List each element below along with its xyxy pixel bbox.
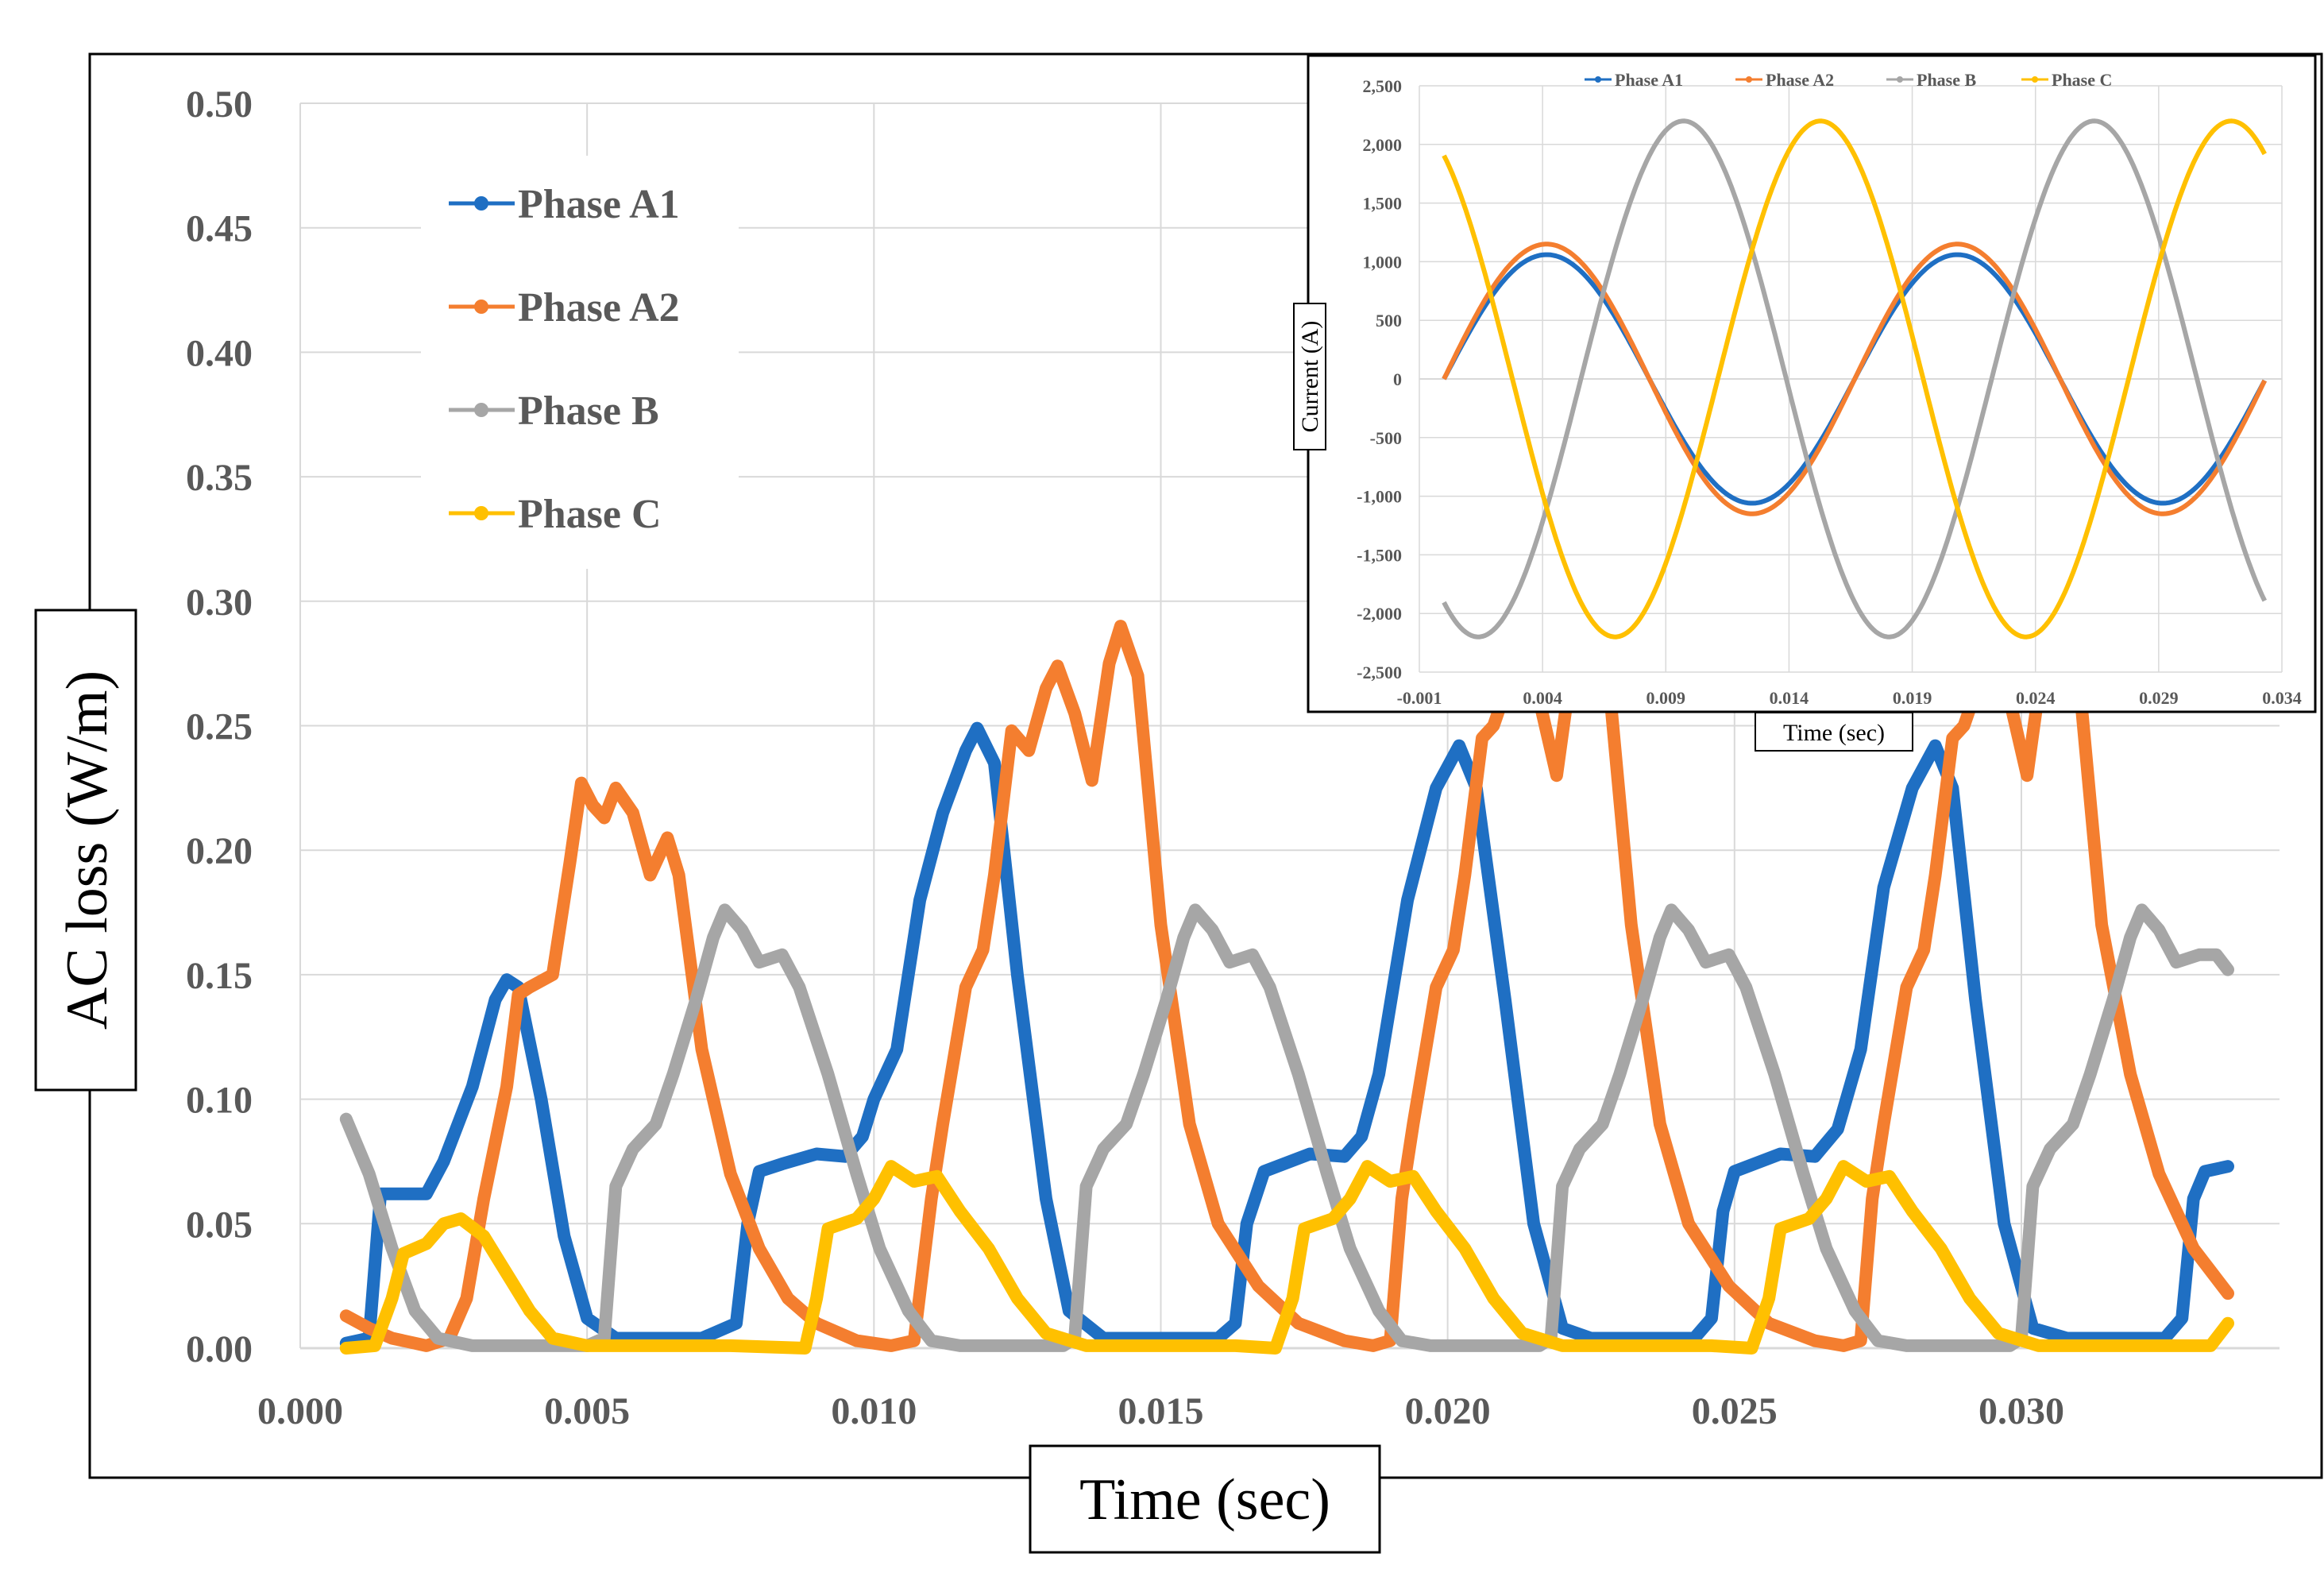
main-legend-label-phase-c: Phase C [518, 492, 662, 537]
inset-y-tick-label: 0 [1393, 369, 1402, 389]
inset-gridlines [1419, 85, 2283, 673]
main-y-tick-labels: 0.00 0.05 0.10 0.15 0.20 0.25 0.30 0.35 0.40 0.45… [186, 83, 253, 1370]
main-y-tick-label: 0.00 [186, 1328, 253, 1370]
main-x-tick-label: 0.025 [1692, 1390, 1778, 1432]
inset-y-tick-label: -2,500 [1357, 663, 1402, 682]
inset-y-tick-label: -500 [1370, 428, 1402, 448]
inset-series-line-phase-a2 [1442, 242, 2267, 516]
main-x-tick-label: 0.015 [1118, 1390, 1203, 1432]
inset-legend: Phase A1 Phase A2 Phase B Phase C [1585, 70, 2112, 90]
inset-chart-frame [1307, 54, 2317, 713]
main-x-tick-label: 0.030 [1978, 1390, 2064, 1432]
main-x-tick-label: 0.020 [1405, 1390, 1491, 1432]
main-y-tick-label: 0.05 [186, 1204, 253, 1246]
inset-legend-marker-phase-b [1897, 76, 1903, 83]
inset-y-tick-label: 1,000 [1363, 252, 1403, 272]
main-x-tick-labels: 0.000 0.005 0.010 0.015 0.020 0.025 0.030 [257, 1390, 2064, 1432]
inset-y-axis-title-frame [1293, 303, 1326, 450]
main-legend-marker-phase-a2 [474, 300, 488, 314]
main-legend-label-phase-a2: Phase A2 [518, 285, 680, 330]
main-y-axis-title-box: AC loss (W/m) [34, 609, 137, 1092]
inset-x-axis-title-frame [1755, 712, 1913, 752]
main-x-axis-title: Time (sec) [1079, 1467, 1330, 1532]
main-series-line-phase-a1 [339, 721, 2234, 1350]
inset-x-tick-label: 0.029 [2139, 688, 2179, 708]
main-series-line-phase-a2 [339, 620, 2234, 1352]
inset-x-axis-title: Time (sec) [1783, 720, 1885, 746]
inset-y-tick-label: 1,500 [1363, 194, 1403, 214]
main-legend-label-phase-a1: Phase A1 [518, 182, 680, 227]
inset-x-tick-label: 0.009 [1646, 688, 1686, 708]
inset-legend-label-phase-c: Phase C [2052, 70, 2112, 90]
inset-y-tick-label: -2,000 [1357, 604, 1402, 624]
inset-legend-label-phase-a2: Phase A2 [1766, 70, 1834, 90]
main-legend-marker-phase-a1 [474, 196, 488, 211]
inset-legend-marker-phase-a2 [1746, 76, 1752, 83]
main-x-tick-label: 0.010 [831, 1390, 917, 1432]
inset-y-axis-title: Current (A) [1297, 321, 1323, 433]
inset-y-tick-label: -1,000 [1357, 487, 1402, 507]
main-legend-marker-phase-b [474, 403, 488, 417]
main-x-tick-label: 0.000 [257, 1390, 343, 1432]
main-y-tick-label: 0.20 [186, 830, 253, 872]
inset-y-tick-label: 2,500 [1363, 76, 1403, 96]
inset-chart: 2,500 2,000 1,500 1,000 500 0 -500 -1,000 -1,500… [1293, 54, 2317, 752]
inset-y-tick-label: 2,000 [1363, 135, 1403, 155]
inset-y-tick-labels: 2,500 2,000 1,500 1,000 500 0 -500 -1,000 -1,500… [1357, 76, 1402, 682]
inset-series-line-phase-b [1442, 118, 2267, 640]
main-legend-background [421, 156, 739, 569]
main-y-tick-label: 0.30 [186, 582, 253, 624]
inset-y-tick-label: 500 [1376, 311, 1402, 330]
main-y-tick-label: 0.40 [186, 332, 253, 374]
inset-series-line-phase-c [1442, 118, 2267, 640]
inset-series-group [1442, 118, 2267, 640]
inset-legend-marker-phase-c [2032, 76, 2038, 83]
inset-x-tick-label: 0.034 [2262, 688, 2302, 708]
main-legend: Phase A1 Phase A2 Phase B Phase C [421, 156, 739, 569]
main-legend-marker-phase-c [474, 506, 488, 520]
main-y-tick-label: 0.25 [186, 706, 253, 748]
main-y-tick-label: 0.15 [186, 955, 253, 997]
main-x-axis-title-frame [1029, 1444, 1381, 1554]
inset-legend-marker-phase-a1 [1595, 76, 1601, 83]
inset-x-tick-labels: -0.001 0.004 0.009 0.014 0.019 0.024 0.029 0.03… [1397, 688, 2302, 708]
inset-legend-label-phase-a1: Phase A1 [1615, 70, 1683, 90]
inset-x-tick-label: 0.004 [1523, 688, 1562, 708]
main-y-tick-label: 0.45 [186, 208, 253, 250]
main-legend-label-phase-b: Phase B [518, 388, 659, 434]
main-y-tick-label: 0.35 [186, 457, 253, 499]
main-y-axis-title: AC loss (W/m) [55, 671, 120, 1030]
main-y-axis-title-frame [34, 609, 137, 1092]
inset-y-axis-title-box: Current (A) [1293, 303, 1326, 450]
inset-y-tick-label: -1,500 [1357, 545, 1402, 565]
inset-x-tick-label: 0.019 [1893, 688, 1932, 708]
main-y-tick-label: 0.10 [186, 1080, 253, 1122]
inset-x-tick-label: 0.014 [1770, 688, 1809, 708]
main-x-tick-label: 0.005 [544, 1390, 630, 1432]
main-series-group [339, 620, 2234, 1355]
main-series-line-phase-c [339, 1160, 2234, 1355]
inset-legend-label-phase-b: Phase B [1917, 70, 1977, 90]
main-y-tick-label: 0.50 [186, 83, 253, 126]
inset-x-tick-label: 0.024 [2016, 688, 2056, 708]
inset-x-tick-label: -0.001 [1397, 688, 1442, 708]
